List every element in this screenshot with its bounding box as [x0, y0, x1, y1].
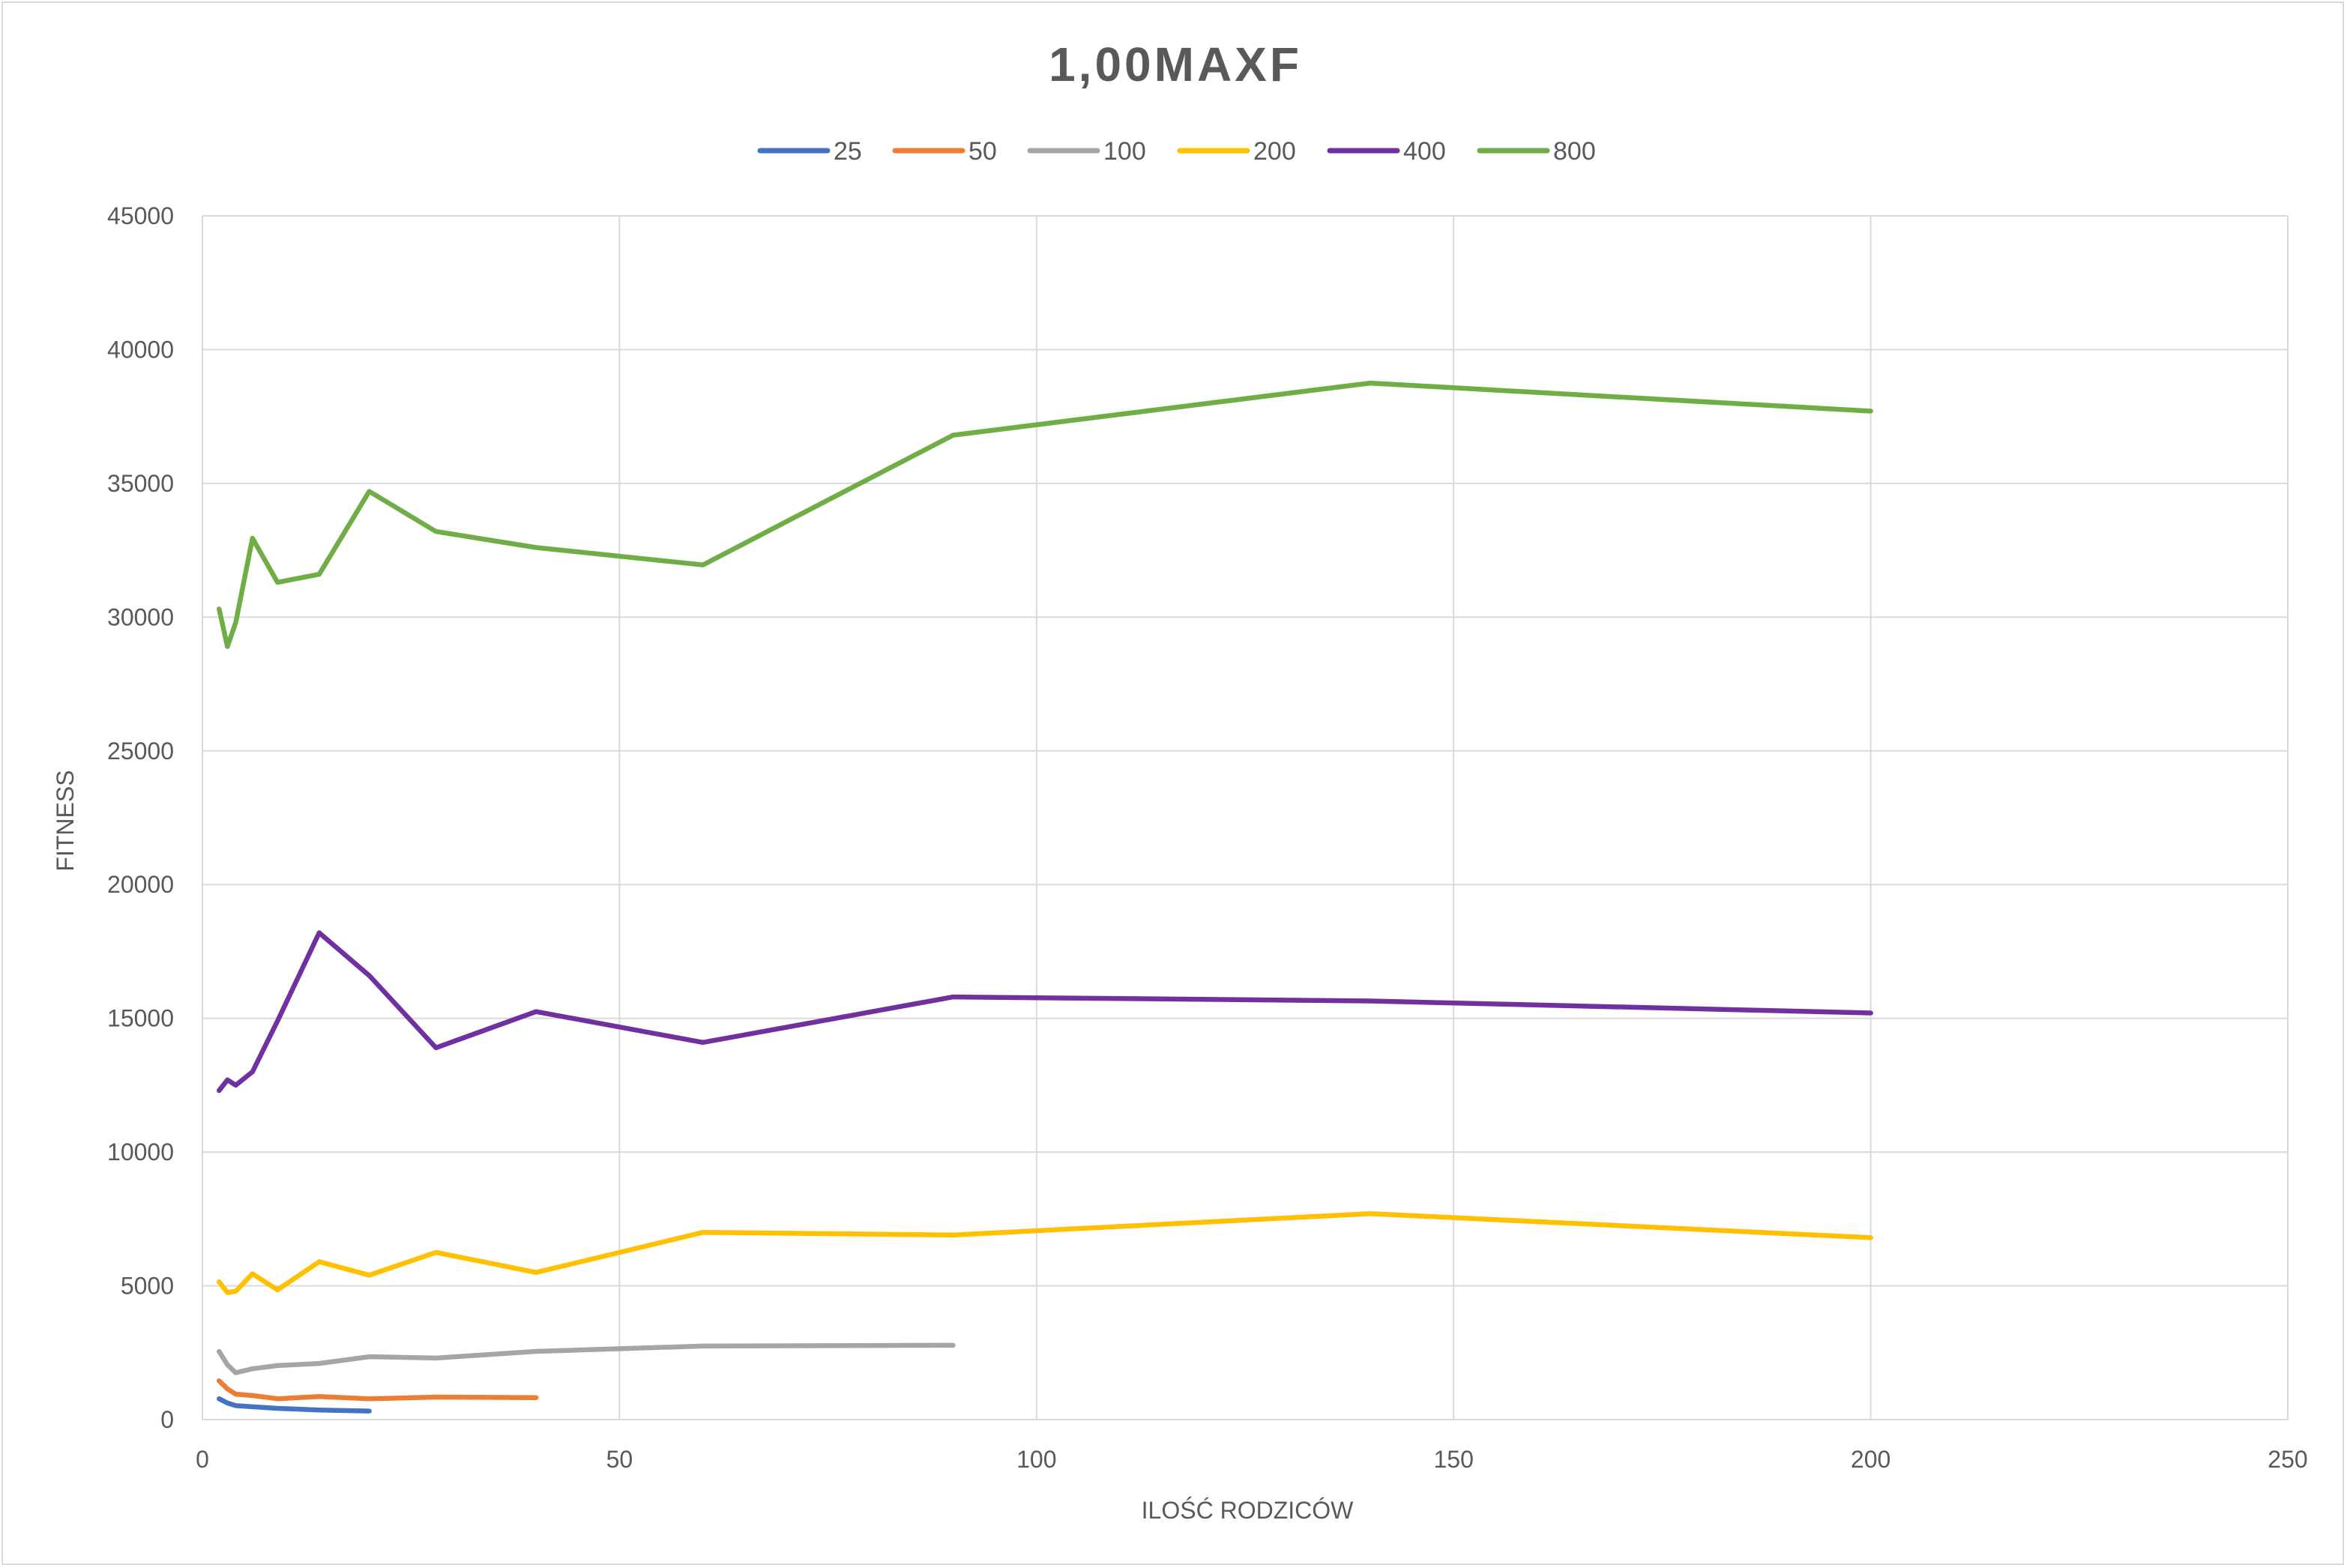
- y-tick-label: 25000: [107, 738, 174, 765]
- y-tick-label: 40000: [107, 336, 174, 363]
- y-tick-label: 0: [160, 1406, 174, 1433]
- series-line-400: [217, 930, 1873, 1094]
- x-axis-tick-labels: 0 50 100 150 200 250: [196, 1446, 2308, 1473]
- legend-label: 200: [1253, 137, 1296, 166]
- y-tick-label: 15000: [107, 1005, 174, 1032]
- legend-item-100: 100: [1027, 137, 1146, 166]
- x-axis-title: ILOŚĆ RODZICÓW: [1142, 1497, 1354, 1524]
- vertical-gridlines: [202, 216, 2289, 1420]
- legend-label: 400: [1403, 137, 1446, 166]
- series-line-50: [217, 1378, 539, 1402]
- x-tick-label: 150: [1434, 1446, 1474, 1473]
- legend-label: 100: [1103, 137, 1146, 166]
- x-tick-label: 50: [606, 1446, 633, 1473]
- y-axis-title: FITNESS: [52, 770, 79, 871]
- legend-item-800: 800: [1477, 137, 1596, 166]
- legend-label: 800: [1553, 137, 1596, 166]
- series-line-200: [217, 1210, 1873, 1295]
- series-line-100: [217, 1342, 956, 1375]
- chart-svg: 1,00MAXF 25 50 100 200 400 800 05000100001500…: [52, 37, 2308, 1524]
- legend-label: 50: [968, 137, 997, 166]
- y-tick-label: 35000: [107, 470, 174, 497]
- chart-title: 1,00MAXF: [1049, 37, 1302, 91]
- x-tick-label: 0: [196, 1446, 209, 1473]
- legend-item-400: 400: [1327, 137, 1446, 166]
- legend: 25 50 100 200 400 800: [757, 137, 1596, 166]
- legend-item-50: 50: [892, 137, 997, 166]
- horizontal-gridlines: [202, 215, 2288, 1420]
- series-line-800: [217, 380, 1873, 649]
- legend-item-200: 200: [1177, 137, 1296, 166]
- legend-item-25: 25: [757, 137, 862, 166]
- x-tick-label: 200: [1851, 1446, 1890, 1473]
- legend-label: 25: [834, 137, 862, 166]
- x-tick-label: 250: [2268, 1446, 2307, 1473]
- series-layer: [217, 380, 1873, 1414]
- x-tick-label: 100: [1016, 1446, 1056, 1473]
- y-tick-label: 10000: [107, 1139, 174, 1166]
- y-tick-label: 5000: [121, 1273, 174, 1300]
- series-line-25: [217, 1396, 372, 1414]
- y-tick-label: 45000: [107, 202, 174, 229]
- y-axis-tick-labels: 0 5000 10000 15000 20000 25000 30000 35000 40000…: [107, 202, 174, 1433]
- y-tick-label: 30000: [107, 603, 174, 630]
- y-tick-label: 20000: [107, 871, 174, 898]
